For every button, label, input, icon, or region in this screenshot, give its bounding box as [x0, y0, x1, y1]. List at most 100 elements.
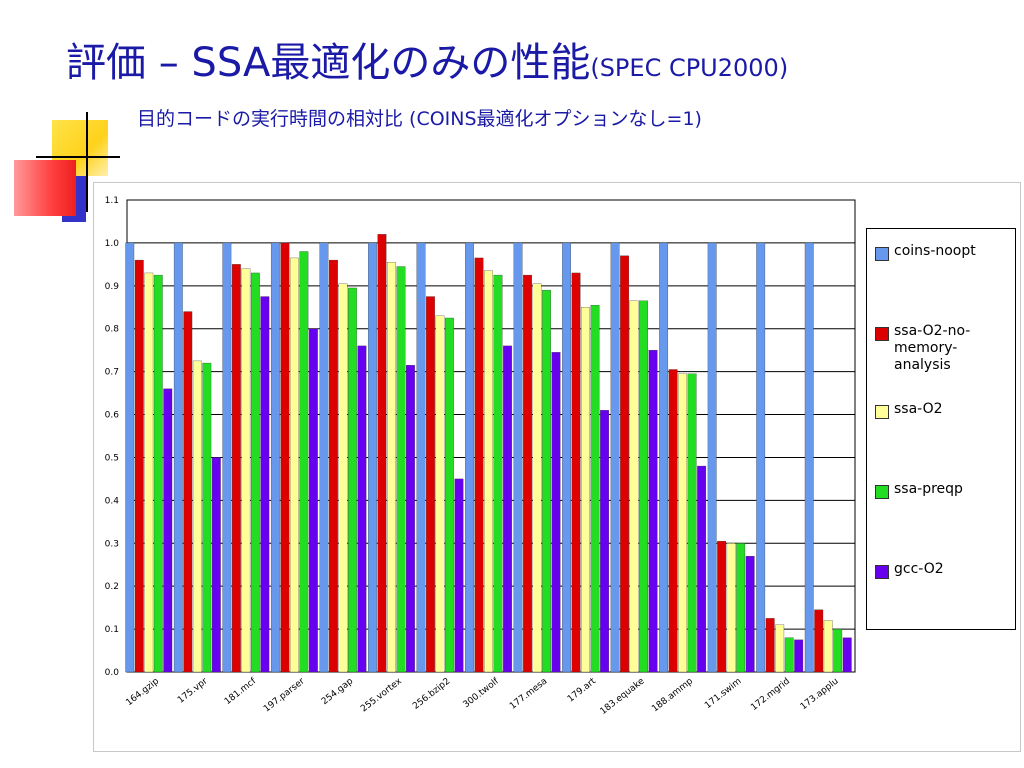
bar-ssa-o2 [678, 373, 688, 673]
x-tick-label: 300.twolf [462, 676, 502, 710]
y-tick-label: 0.8 [105, 325, 120, 335]
bar-coins-noopt [125, 242, 135, 673]
bar-coins-noopt [513, 242, 523, 673]
bar-gcc-o2 [794, 639, 804, 673]
bar-ssa-preqp [347, 287, 357, 673]
legend-swatch [875, 247, 889, 261]
x-tick-label: 179.art [566, 676, 598, 704]
x-tick-label: 256.bzip2 [411, 676, 452, 711]
bar-gcc-o2 [842, 637, 852, 673]
legend-swatch [875, 565, 889, 579]
bar-ssa-o2-no-memory-analysis [328, 259, 338, 673]
bar-gcc-o2 [357, 345, 367, 673]
legend-item: gcc-O2 [875, 561, 1009, 579]
bar-ssa-preqp [833, 628, 843, 673]
bar-ssa-o2-no-memory-analysis [377, 234, 387, 673]
bar-gcc-o2 [406, 365, 415, 673]
bar-ssa-preqp [493, 274, 503, 673]
bar-ssa-preqp [736, 543, 746, 673]
bar-ssa-preqp [153, 274, 163, 673]
y-tick-label: 0.7 [105, 368, 119, 378]
bar-ssa-preqp [299, 251, 309, 673]
bar-coins-noopt [659, 242, 669, 673]
slide-title-suffix: (SPEC CPU2000) [590, 54, 789, 82]
bar-ssa-o2-no-memory-analysis [426, 296, 435, 673]
bar-gcc-o2 [260, 296, 270, 673]
chart-legend: coins-noopt ssa-O2-no-memory-analysis ssa-… [866, 228, 1016, 630]
bar-ssa-o2 [484, 270, 493, 673]
y-tick-label: 0.2 [105, 582, 119, 592]
bar-ssa-preqp [396, 266, 406, 673]
bar-gcc-o2 [745, 555, 755, 673]
bar-coins-noopt [222, 242, 232, 673]
bar-coins-noopt [707, 242, 717, 673]
deco-red-square [14, 160, 76, 216]
y-tick-label: 0.6 [105, 411, 120, 421]
bar-ssa-preqp [590, 304, 600, 673]
bar-ssa-o2 [241, 268, 251, 673]
bar-ssa-preqp [445, 317, 454, 673]
bar-ssa-o2 [192, 360, 202, 673]
bar-ssa-o2 [629, 300, 639, 673]
y-tick-label: 0.4 [105, 496, 120, 506]
x-tick-label: 255.vortex [359, 676, 404, 714]
y-tick-label: 1.1 [105, 196, 119, 206]
bar-gcc-o2 [648, 350, 658, 673]
x-tick-label: 175.vpr [176, 676, 210, 705]
deco-vertical-line [86, 112, 88, 212]
bar-gcc-o2 [600, 410, 609, 673]
y-tick-label: 0.0 [105, 668, 120, 678]
bar-gcc-o2 [503, 345, 512, 673]
x-tick-label: 197.parser [262, 676, 307, 714]
bar-ssa-o2-no-memory-analysis [571, 272, 581, 673]
x-tick-label: 177.mesa [508, 676, 549, 711]
bar-ssa-o2 [775, 624, 785, 673]
bar-ssa-preqp [784, 637, 794, 673]
bar-ssa-o2-no-memory-analysis [134, 259, 144, 673]
bar-ssa-o2 [581, 307, 590, 673]
bar-ssa-preqp [250, 272, 260, 673]
bar-gcc-o2 [308, 328, 318, 673]
y-tick-label: 0.1 [105, 625, 119, 635]
bar-ssa-o2-no-memory-analysis [814, 609, 824, 673]
bar-ssa-o2-no-memory-analysis [280, 242, 290, 673]
bar-gcc-o2 [163, 388, 173, 673]
x-tick-label: 188.ammp [650, 676, 695, 714]
bar-ssa-o2-no-memory-analysis [183, 311, 193, 673]
slide-title: 評価 – SSA最適化のみの性能(SPEC CPU2000) [66, 30, 788, 88]
y-tick-label: 0.5 [105, 453, 119, 463]
x-tick-label: 171.swim [703, 676, 743, 711]
bar-ssa-preqp [687, 373, 697, 673]
bar-gcc-o2 [551, 352, 561, 673]
bar-ssa-preqp [202, 362, 212, 673]
bar-ssa-o2 [144, 272, 154, 673]
bar-gcc-o2 [454, 478, 464, 673]
y-tick-label: 0.9 [105, 282, 120, 292]
x-tick-label: 181.mcf [223, 676, 259, 707]
legend-swatch [875, 327, 889, 341]
legend-swatch [875, 485, 889, 499]
legend-item: ssa-O2-no-memory-analysis [875, 323, 1009, 374]
bar-ssa-preqp [542, 289, 551, 673]
bar-ssa-o2-no-memory-analysis [474, 257, 484, 673]
bar-ssa-o2 [338, 283, 348, 673]
x-tick-label: 254.gap [320, 676, 356, 707]
bar-coins-noopt [610, 242, 620, 673]
bar-coins-noopt [416, 242, 426, 673]
bar-ssa-o2-no-memory-analysis [717, 540, 727, 673]
bar-ssa-o2 [435, 315, 445, 673]
x-tick-label: 164.gzip [124, 676, 161, 708]
legend-item: coins-noopt [875, 243, 1009, 261]
bar-ssa-o2-no-memory-analysis [668, 369, 678, 673]
bar-ssa-o2-no-memory-analysis [620, 255, 629, 673]
bar-coins-noopt [173, 242, 183, 673]
y-tick-label: 1.0 [105, 239, 120, 249]
deco-horizontal-line [36, 156, 120, 158]
bar-ssa-o2-no-memory-analysis [523, 274, 532, 673]
y-tick-label: 0.3 [105, 539, 119, 549]
slide-subtitle: 目的コードの実行時間の相対比 (COINS最適化オプションなし=1) [137, 108, 702, 130]
bar-gcc-o2 [697, 465, 707, 673]
bar-ssa-o2 [823, 620, 833, 673]
bar-coins-noopt [756, 242, 766, 673]
